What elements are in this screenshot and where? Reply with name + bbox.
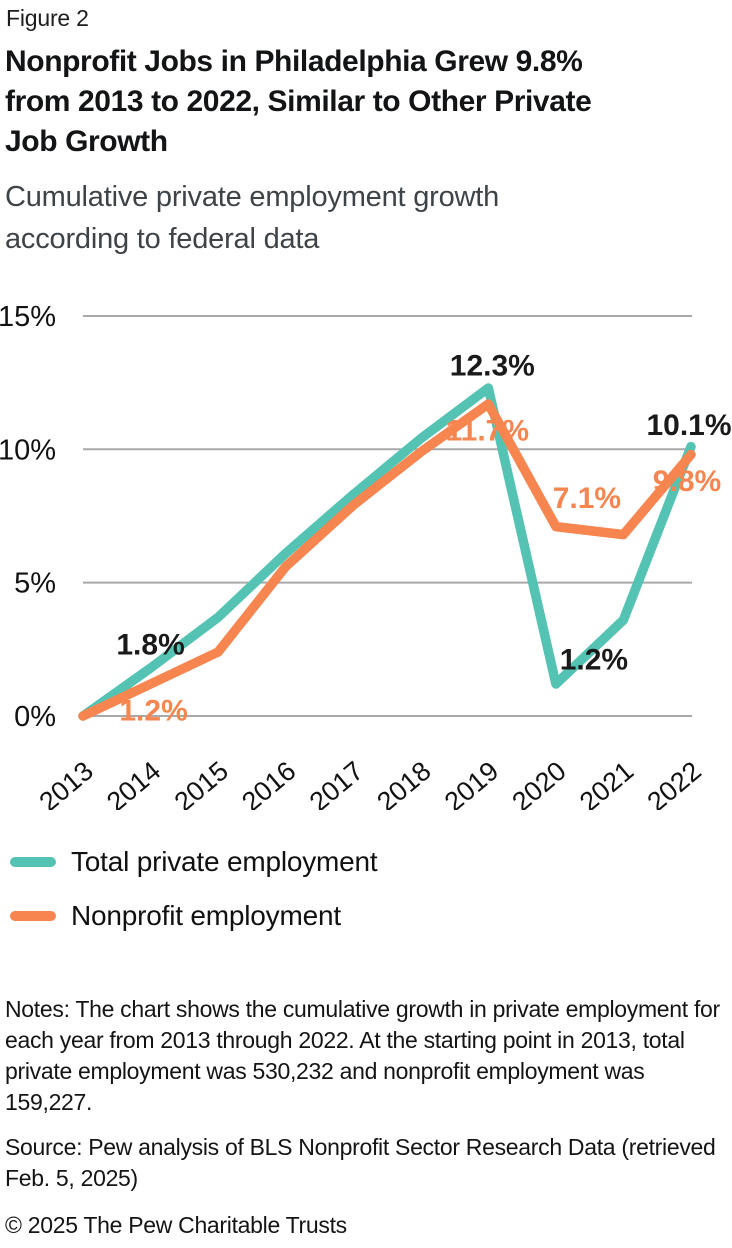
legend-swatch-total-private <box>10 857 56 867</box>
x-axis-label-2018: 2018 <box>371 756 436 810</box>
legend-swatch-nonprofit <box>10 911 56 921</box>
y-axis-label-0: 0% <box>14 701 56 733</box>
chart-title-line-3: Job Growth <box>5 125 168 158</box>
data-label-2019-nonprofit: 11.7% <box>446 414 529 447</box>
chart-subtitle-line-2: according to federal data <box>5 223 320 255</box>
legend-item-total-private: Total private employment <box>10 846 378 878</box>
figure-label: Figure 2 <box>6 5 89 31</box>
legend-label-nonprofit: Nonprofit employment <box>71 900 341 931</box>
y-axis-label-5: 5% <box>14 568 56 600</box>
x-axis-label-2017: 2017 <box>304 756 369 810</box>
chart-subtitle: Cumulative private employment growth acc… <box>5 176 705 260</box>
series-line-total-private <box>78 383 696 721</box>
line-chart: 15%10%5%0%2013 2014 2015 2016 2017 2018 2019 20… <box>0 301 732 810</box>
data-label-2022-nonprofit: 9.8% <box>653 465 721 498</box>
notes-text: Notes: The chart shows the cumulative gr… <box>5 996 720 1115</box>
copyright-text: © 2025 The Pew Charitable Trusts <box>5 1212 347 1238</box>
data-label-2019-total: 12.3% <box>450 349 535 382</box>
y-axis-label-10: 10% <box>0 434 56 466</box>
data-label-2014-total: 1.8% <box>116 628 184 661</box>
y-axis-label-15: 15% <box>0 301 56 333</box>
legend-item-nonprofit: Nonprofit employment <box>10 900 377 932</box>
chart-subtitle-line-1: Cumulative private employment growth <box>5 181 500 213</box>
x-axis-label-2022: 2022 <box>642 756 707 810</box>
source-text: Source: Pew analysis of BLS Nonprofit Se… <box>5 1134 716 1191</box>
x-axis-label-2021: 2021 <box>574 756 639 810</box>
x-axis-label-2016: 2016 <box>236 756 301 810</box>
chart-title: Nonprofit Jobs in Philadelphia Grew 9.8%… <box>5 42 729 162</box>
data-label-2020-total: 1.2% <box>560 643 628 676</box>
chart-title-line-2: from 2013 to 2022, Similar to Other Priv… <box>5 85 592 118</box>
x-axis-label-2019: 2019 <box>439 756 504 810</box>
data-label-2020-nonprofit: 7.1% <box>553 482 621 515</box>
series-line-nonprofit <box>78 399 696 721</box>
data-label-2022-total: 10.1% <box>646 409 731 442</box>
data-label-2014-nonprofit: 1.2% <box>119 694 187 727</box>
legend: Total private employment Nonprofit emplo… <box>10 846 378 954</box>
x-axis-label-2020: 2020 <box>506 756 571 810</box>
x-axis-label-2014: 2014 <box>101 756 166 810</box>
legend-label-total-private: Total private employment <box>71 846 378 877</box>
x-axis-label-2015: 2015 <box>169 756 234 810</box>
chart-title-line-1: Nonprofit Jobs in Philadelphia Grew 9.8% <box>5 45 583 78</box>
x-axis-label-2013: 2013 <box>34 756 99 810</box>
